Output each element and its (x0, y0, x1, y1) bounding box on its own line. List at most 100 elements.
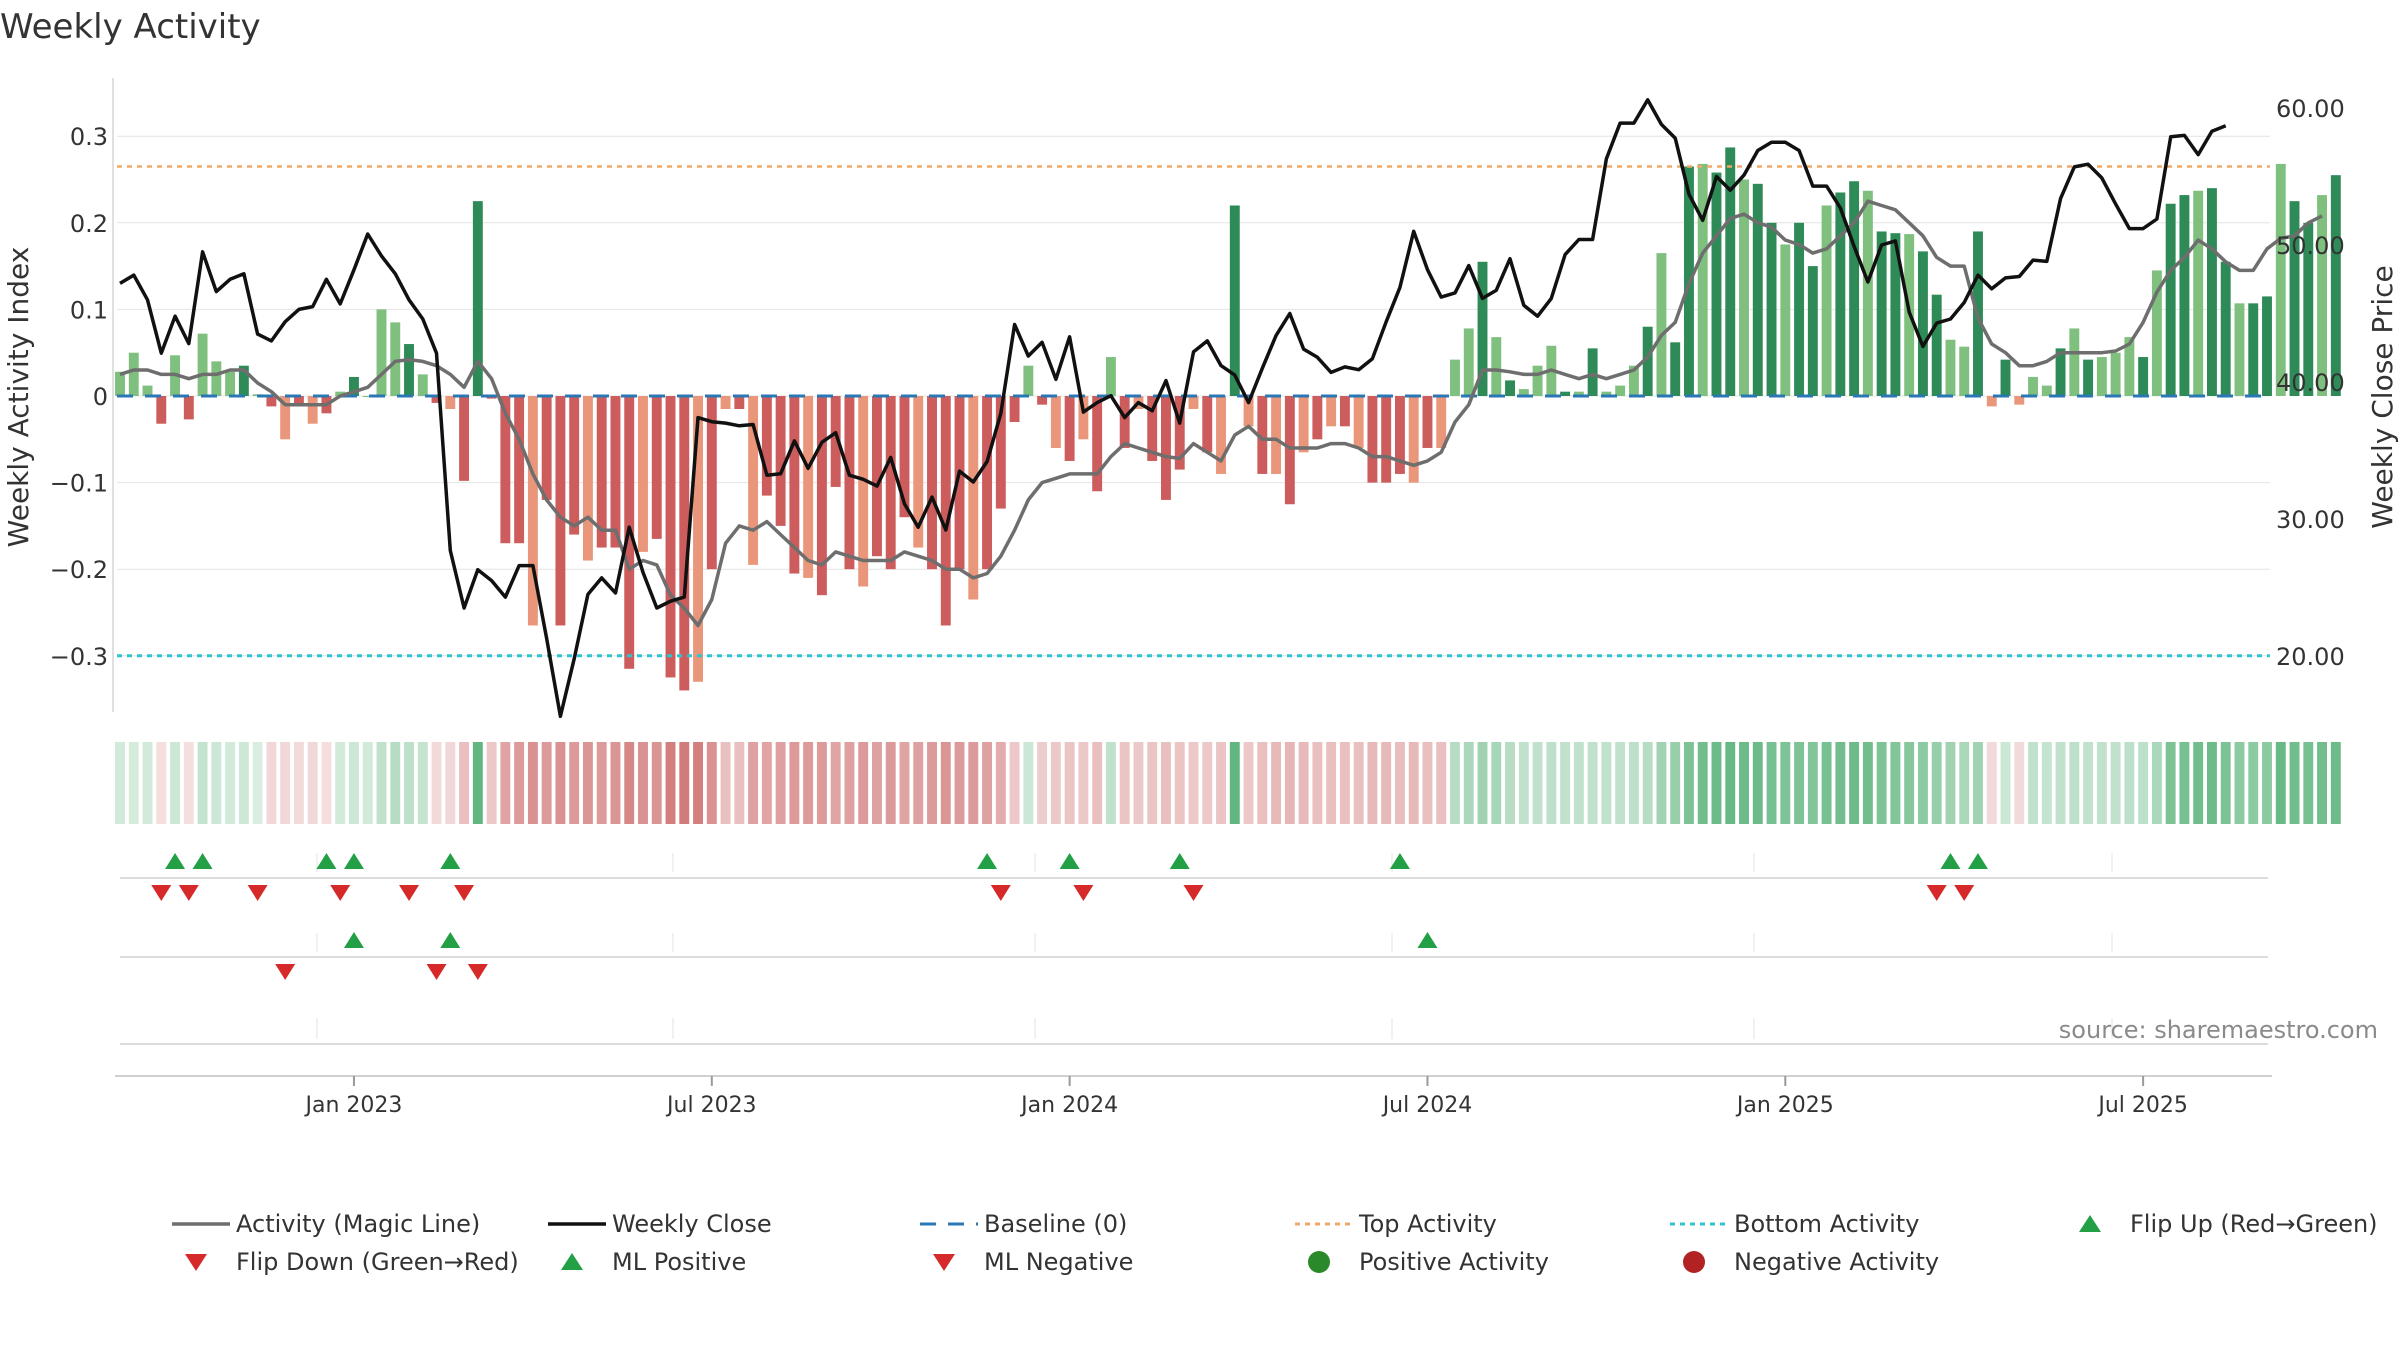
activity-bar (2275, 163, 2286, 396)
activity-bars (115, 147, 2341, 691)
activity-bar (1037, 396, 1048, 405)
activity-bar (1862, 190, 1873, 396)
flip-up-marker (1940, 853, 1961, 869)
activity-bar (1422, 396, 1433, 448)
strip-cell (2014, 742, 2025, 824)
strip-cell (830, 742, 841, 824)
activity-bar (1780, 244, 1791, 396)
activity-bar (1147, 396, 1158, 461)
strip-cell (927, 742, 937, 824)
strip-cell (2330, 742, 2341, 824)
strip-cell (665, 742, 676, 824)
strip-cell (142, 742, 153, 824)
flip-down-marker (151, 885, 172, 901)
strip-cell (1780, 742, 1791, 824)
activity-bar (2234, 303, 2245, 396)
activity-bar (211, 361, 222, 396)
activity-bar (472, 201, 483, 396)
strip-cell (816, 742, 827, 824)
strip-cell (376, 742, 387, 824)
strip-cell (1105, 742, 1116, 824)
activity-bar (1642, 326, 1653, 396)
activity-bar (1174, 396, 1185, 470)
flip-down-marker (247, 885, 268, 901)
activity-bar (706, 396, 717, 570)
activity-bar (1394, 396, 1405, 474)
legend-label: Activity (Magic Line) (236, 1210, 480, 1238)
strip-cell (1849, 742, 1860, 824)
activity-bar (555, 396, 566, 626)
activity-bar (1794, 222, 1805, 396)
strip-cell (1642, 742, 1653, 824)
x-tick-label: Jan 2024 (1019, 1093, 1118, 1118)
activity-bar (2248, 303, 2259, 396)
strip-cell (349, 742, 359, 824)
activity-bar (197, 333, 208, 396)
ml-negative-marker (467, 964, 488, 980)
strip-cell (2083, 742, 2094, 824)
strip-cell (1463, 742, 1474, 824)
strip-cell (1739, 742, 1749, 824)
strip-cell (128, 742, 139, 824)
strip-cell (1794, 742, 1805, 824)
activity-bar (1615, 385, 1626, 396)
activity-bar (2206, 188, 2217, 396)
strip-cell (252, 742, 263, 824)
strip-cell (321, 742, 332, 824)
legend-label: Top Activity (1358, 1210, 1497, 1238)
strip-cell (2193, 742, 2204, 824)
activity-bar (1229, 205, 1240, 396)
strip-cell (115, 742, 125, 824)
y-tick-left: −0.1 (50, 470, 108, 498)
y-tick-right: 60.00 (2276, 95, 2345, 123)
flip-down-marker (330, 885, 351, 901)
activity-bar (1835, 192, 1846, 396)
strip-cell (183, 742, 194, 824)
strip-cell (404, 742, 414, 824)
strip-cell (1725, 742, 1736, 824)
activity-bar (913, 396, 924, 548)
strip-cell (1807, 742, 1818, 824)
activity-bar (569, 396, 580, 535)
activity-bar (995, 396, 1006, 509)
flip-down-marker (178, 885, 199, 901)
activity-bar (1064, 396, 1075, 461)
activity-bar (638, 396, 648, 552)
flip-up-marker (343, 853, 364, 869)
reference-lines (117, 165, 2270, 658)
legend: Activity (Magic Line) Weekly Close Baselin… (172, 1210, 2378, 1276)
x-tick-label: Jul 2025 (2096, 1093, 2188, 1118)
strip-cell (1917, 742, 1928, 824)
strip-cell (1174, 742, 1185, 824)
activity-bar (1560, 391, 1571, 396)
strip-cell (995, 742, 1006, 824)
activity-bar (1587, 348, 1598, 396)
activity-bar (610, 396, 621, 548)
activity-bar (2055, 348, 2066, 396)
activity-bar (1697, 163, 1708, 396)
series-lines (119, 98, 2323, 719)
activity-bar (1436, 396, 1447, 448)
magic-line (119, 199, 2323, 628)
strip-cell (1697, 742, 1708, 824)
strip-cell (1133, 742, 1144, 824)
strip-cell (706, 742, 717, 824)
activity-bar (693, 396, 703, 682)
flip-down-marker (1926, 885, 1947, 901)
y-tick-left: 0 (93, 383, 108, 411)
activity-bar (1628, 365, 1639, 396)
activity-bar (2124, 337, 2135, 396)
strip-cell (2151, 742, 2162, 824)
x-tick-label: Jul 2023 (665, 1093, 757, 1118)
activity-bar (527, 396, 538, 626)
strip-cell (1009, 742, 1020, 824)
strip-cell (651, 742, 662, 824)
activity-bar (1505, 380, 1515, 396)
activity-bar (899, 396, 910, 518)
strip-cell (2234, 742, 2245, 824)
strip-cell (858, 742, 869, 824)
strip-cell (266, 742, 277, 824)
activity-bar (404, 344, 414, 396)
strip-cell (1986, 742, 1997, 824)
flip-up-marker (316, 853, 337, 869)
